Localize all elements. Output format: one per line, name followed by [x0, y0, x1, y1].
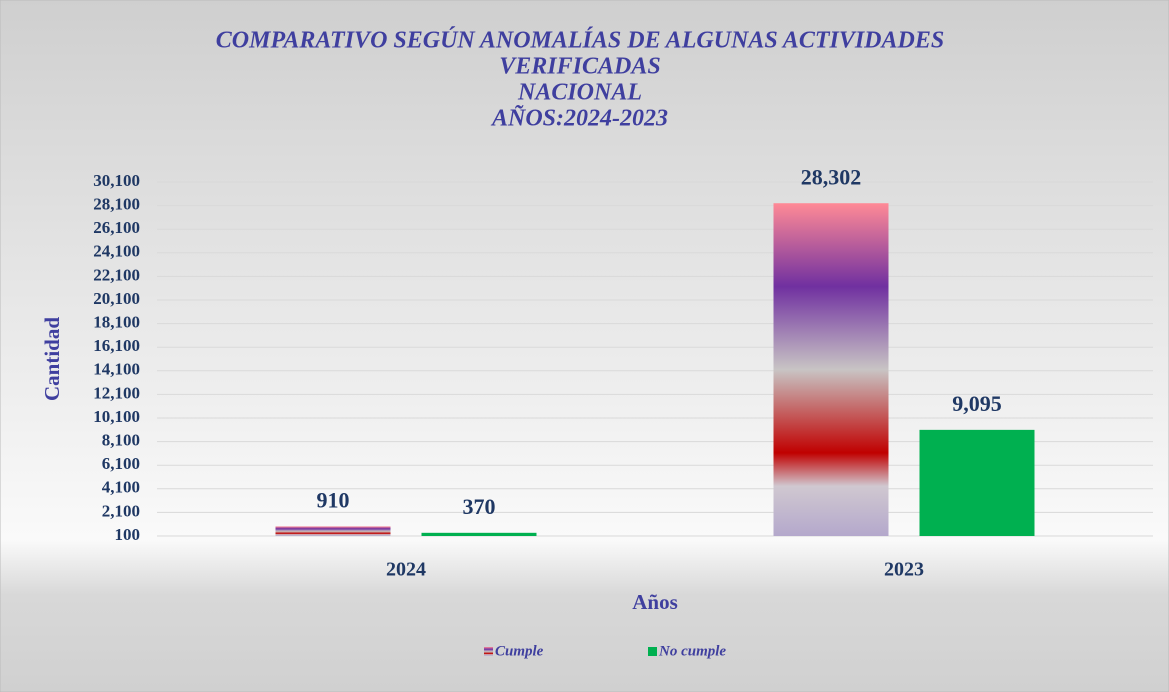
chart-title: NACIONAL	[517, 80, 642, 106]
y-tick-label: 4,100	[102, 478, 140, 497]
y-tick-label: 6,100	[102, 454, 140, 473]
x-axis-title: Años	[632, 590, 678, 614]
y-tick-label: 22,100	[93, 265, 140, 284]
y-tick-label: 2,100	[102, 501, 140, 520]
y-tick-label: 14,100	[93, 360, 140, 379]
y-tick-label: 26,100	[93, 218, 140, 237]
y-tick-label: 8,100	[102, 431, 140, 450]
y-tick-label: 10,100	[93, 407, 140, 426]
legend-swatch	[648, 647, 657, 656]
chart-title: COMPARATIVO SEGÚN ANOMALÍAS DE ALGUNAS A…	[216, 28, 944, 54]
bar	[421, 532, 537, 536]
data-label: 9,095	[952, 391, 1002, 416]
y-tick-label: 30,100	[93, 171, 140, 190]
legend-label: Cumple	[495, 643, 544, 659]
legend-label: No cumple	[658, 643, 726, 659]
bar	[919, 429, 1035, 536]
y-axis-title: Cantidad	[40, 317, 64, 401]
chart-title: VERIFICADAS	[499, 54, 660, 80]
y-tick-label: 20,100	[93, 289, 140, 308]
data-label: 370	[463, 494, 496, 519]
y-tick-label: 100	[115, 525, 141, 544]
legend-swatch	[484, 647, 493, 656]
bar	[773, 203, 889, 536]
data-label: 28,302	[801, 164, 862, 189]
chart-title: AÑOS:2024-2023	[490, 106, 668, 132]
y-tick-label: 28,100	[93, 195, 140, 214]
data-label: 910	[317, 487, 350, 512]
bar	[275, 526, 391, 536]
y-tick-label: 12,100	[93, 383, 140, 402]
y-tick-label: 18,100	[93, 313, 140, 332]
y-tick-label: 24,100	[93, 242, 140, 261]
x-tick-label: 2023	[884, 559, 924, 581]
x-tick-label: 2024	[386, 559, 426, 581]
y-tick-label: 16,100	[93, 336, 140, 355]
